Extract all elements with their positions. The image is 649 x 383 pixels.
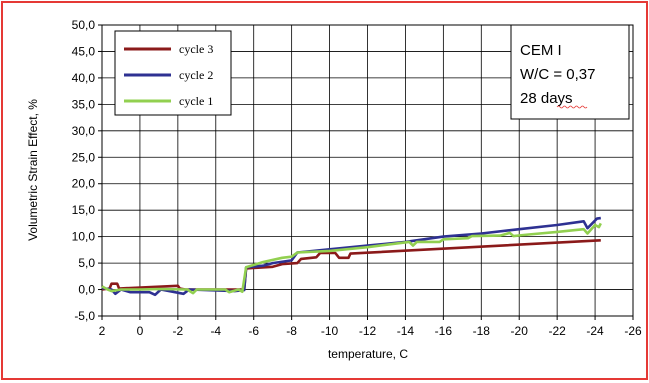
legend-label-cycle-1: cycle 1 <box>179 94 213 108</box>
annotation-line-age: 28 days <box>520 90 573 107</box>
y-tick-label: 5,0 <box>78 256 95 270</box>
plot-area-border <box>101 24 634 317</box>
x-tick-label: -12 <box>359 324 377 338</box>
y-tick-label: 10,0 <box>72 230 96 244</box>
y-tick-label: 35,0 <box>72 97 96 111</box>
legend-label-cycle-2: cycle 2 <box>179 68 213 82</box>
series-line-cycle-1 <box>101 222 602 295</box>
x-tick-label: -20 <box>511 324 529 338</box>
series-line-cycle-3 <box>101 239 601 291</box>
annotation-box: CEM I W/C = 0,37 28 days <box>510 24 630 120</box>
annotation-border <box>510 24 630 120</box>
legend: cycle 3 cycle 2 cycle 1 <box>114 30 232 116</box>
y-tick-label: 30,0 <box>72 124 96 138</box>
annotation-line-cement: CEM I <box>520 42 562 59</box>
legend-label-cycle-3: cycle 3 <box>179 42 213 56</box>
series-line-cycle-2 <box>101 216 601 297</box>
y-tick-label: 25,0 <box>72 150 96 164</box>
annotation-line-wc: W/C = 0,37 <box>520 66 595 83</box>
y-axis-tick-labels: -5,0 0,0 5,0 10,0 15,0 20,0 25,0 30,0 35,0 40,0 45… <box>72 18 96 323</box>
x-tick-label: -14 <box>397 324 415 338</box>
line-chart: -5,0 0,0 5,0 10,0 15,0 20,0 25,0 30,0 35,0 40,0 45… <box>26 18 642 361</box>
x-tick-label: -18 <box>473 324 491 338</box>
x-tick-label: -6 <box>248 324 259 338</box>
x-tick-label: 0 <box>137 324 144 338</box>
y-tick-label: 15,0 <box>72 203 96 217</box>
y-tick-label: 50,0 <box>72 18 96 32</box>
x-tick-label: -22 <box>548 324 566 338</box>
y-tick-label: -5,0 <box>74 309 95 323</box>
y-tick-label: 0,0 <box>78 283 95 297</box>
x-tick-label: -10 <box>321 324 339 338</box>
y-tick-label: 40,0 <box>72 71 96 85</box>
x-tick-label: -4 <box>210 324 221 338</box>
y-tick-label: 20,0 <box>72 177 96 191</box>
x-tick-label: -24 <box>586 324 604 338</box>
x-tick-label: 2 <box>99 324 106 338</box>
x-tick-label: -2 <box>173 324 184 338</box>
y-tick-label: 45,0 <box>72 44 96 58</box>
spellcheck-underline <box>556 105 588 109</box>
y-axis-label: Volumetric Strain Effect, % <box>26 99 40 241</box>
x-tick-label: -26 <box>624 324 642 338</box>
x-tick-label: -8 <box>286 324 297 338</box>
x-axis-tick-labels: 2 0 -2 -4 -6 -8 -10 -12 -14 -16 -18 -20 -22 -24 -26 <box>99 324 642 338</box>
series-lines <box>101 216 602 297</box>
x-axis-label: temperature, C <box>328 347 408 361</box>
x-tick-label: -16 <box>435 324 453 338</box>
